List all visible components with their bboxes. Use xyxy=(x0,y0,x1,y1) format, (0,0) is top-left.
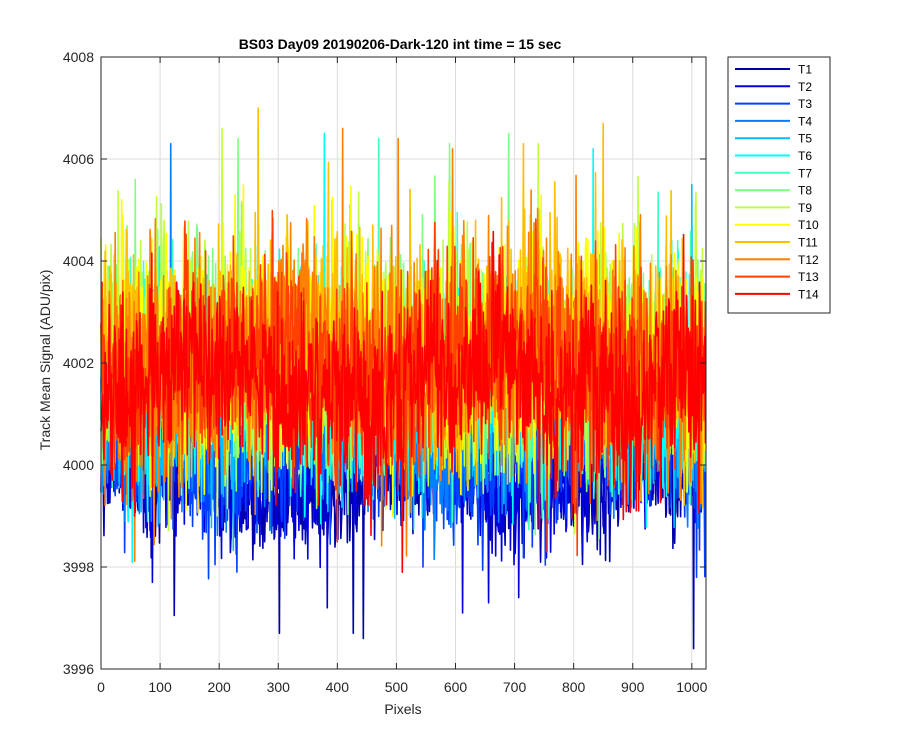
legend-label-t4: T4 xyxy=(798,114,812,128)
legend-box xyxy=(727,56,831,314)
legend-label-t6: T6 xyxy=(798,149,812,163)
chart-title: BS03 Day09 20190206-Dark-120 int time = … xyxy=(239,36,562,52)
legend-label-t9: T9 xyxy=(798,201,812,215)
x-tick-label: 1000 xyxy=(676,679,707,695)
axis-ticks: 0 100 200 300 400 500 600 700 800 900 1000 3996 3998… xyxy=(63,49,708,695)
series-layer xyxy=(100,107,707,650)
y-tick-label: 3996 xyxy=(63,661,94,677)
x-tick-label: 600 xyxy=(444,679,468,695)
y-tick-label: 4008 xyxy=(63,49,94,65)
series-line-t14 xyxy=(100,230,707,574)
y-axis-label: Track Mean Signal (ADU/pix) xyxy=(37,270,53,451)
x-tick-label: 0 xyxy=(97,679,105,695)
y-tick-label: 4006 xyxy=(63,151,94,167)
legend-label-t12: T12 xyxy=(798,253,819,267)
legend-label-t3: T3 xyxy=(798,97,812,111)
legend-label-t11: T11 xyxy=(798,236,818,250)
y-tick-label: 4000 xyxy=(63,457,94,473)
x-tick-label: 100 xyxy=(148,679,172,695)
x-tick-label: 300 xyxy=(267,679,291,695)
legend-label-t7: T7 xyxy=(798,166,812,180)
x-tick-label: 200 xyxy=(207,679,231,695)
x-tick-label: 700 xyxy=(503,679,527,695)
x-axis-label: Pixels xyxy=(384,701,421,717)
legend: T1 T2 T3 T4 T5 T6 T7 T8 T9 T10 T11 T12 T13 T14 xyxy=(727,56,831,314)
legend-label-t2: T2 xyxy=(798,80,812,94)
y-tick-label: 4002 xyxy=(63,355,94,371)
x-tick-label: 500 xyxy=(385,679,409,695)
x-tick-label: 400 xyxy=(326,679,350,695)
legend-label-t13: T13 xyxy=(798,270,819,284)
legend-label-t5: T5 xyxy=(798,132,812,146)
legend-label-t8: T8 xyxy=(798,184,812,198)
y-tick-label: 4004 xyxy=(63,253,94,269)
y-tick-label: 3998 xyxy=(63,559,94,575)
legend-label-t1: T1 xyxy=(798,63,812,77)
legend-label-t14: T14 xyxy=(798,287,819,301)
x-tick-label: 900 xyxy=(621,679,645,695)
x-tick-label: 800 xyxy=(562,679,586,695)
legend-label-t10: T10 xyxy=(798,218,819,232)
